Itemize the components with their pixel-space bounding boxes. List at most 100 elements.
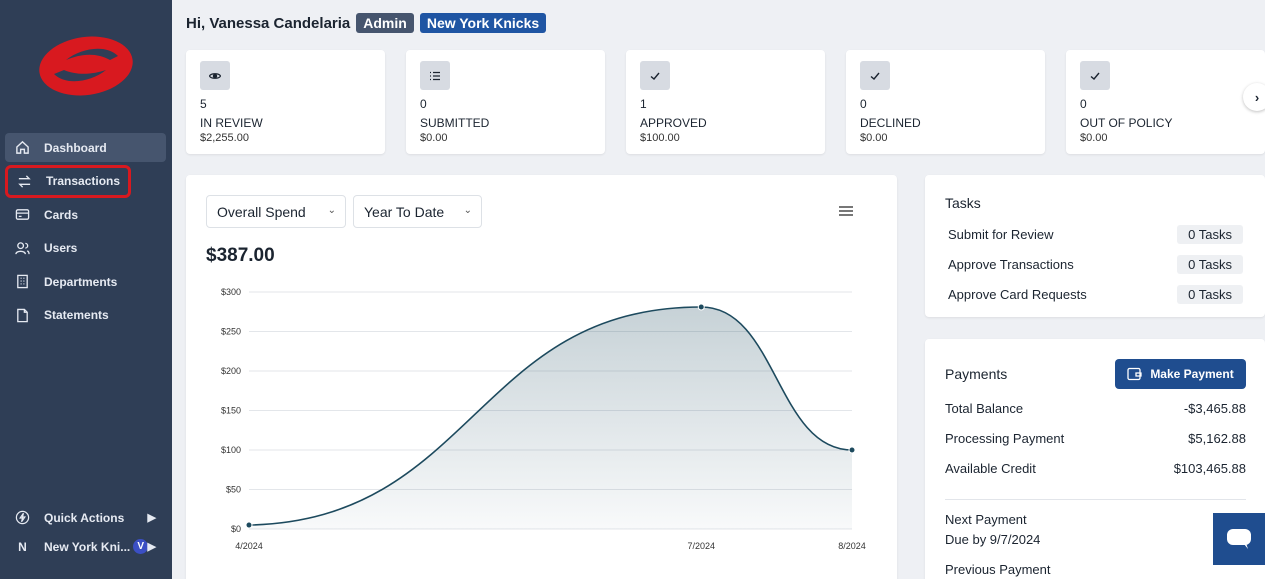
y-tick-label: $0 (231, 524, 241, 534)
tasks-title: Tasks (945, 195, 981, 211)
stat-amount: $2,255.00 (200, 132, 249, 144)
chart-data-point[interactable] (697, 303, 705, 311)
payments-divider (945, 499, 1246, 500)
chart-data-point[interactable] (848, 446, 856, 454)
sidebar: Dashboard Transactions Cards Users Depar… (0, 0, 172, 579)
payment-row: Available Credit $103,465.88 (945, 461, 1246, 476)
check-icon (860, 61, 890, 90)
stat-card-submitted[interactable]: 0 SUBMITTED $0.00 (406, 50, 605, 154)
next-payment-heading: Next Payment (945, 512, 1246, 527)
org-name: New York Kni... (44, 539, 131, 554)
chart-data-point[interactable] (245, 521, 253, 529)
chevron-down-icon: ⌄ (463, 205, 472, 216)
sidebar-item-cards[interactable]: Cards (5, 200, 166, 229)
stat-amount: $0.00 (1080, 132, 1108, 144)
stat-card-approved[interactable]: 1 APPROVED $100.00 (626, 50, 825, 154)
next-payment-due: Due by 9/7/2024 $2 (945, 532, 1246, 547)
stat-card-in-review[interactable]: 5 IN REVIEW $2,255.00 (186, 50, 385, 154)
task-row[interactable]: Approve Transactions 0 Tasks (948, 254, 1243, 274)
make-payment-button[interactable]: Make Payment (1115, 359, 1246, 389)
due-date: Due by 9/7/2024 (945, 532, 1041, 547)
task-count: 0 Tasks (1177, 254, 1243, 274)
previous-payment-label: Previous Payment (945, 562, 1051, 577)
stat-amount: $0.00 (420, 132, 448, 144)
org-switcher[interactable]: N New York Kni... V ▶ (5, 532, 166, 561)
quick-actions-label: Quick Actions (44, 510, 125, 525)
payment-row: Processing Payment $5,162.88 (945, 431, 1246, 446)
sidebar-item-label: Cards (44, 207, 79, 222)
sidebar-item-label: Users (44, 241, 78, 255)
team-badge: New York Knicks (419, 13, 547, 33)
quick-actions-menu[interactable]: Quick Actions ▶ (5, 503, 166, 532)
stat-count: 1 (640, 97, 647, 111)
sidebar-item-users[interactable]: Users (5, 234, 166, 263)
metric-select[interactable]: Overall Spend ⌄ (206, 195, 346, 228)
chart-menu-icon[interactable] (839, 206, 853, 218)
card-icon (15, 209, 30, 220)
chevron-down-icon: ⌄ (327, 205, 336, 216)
home-icon (16, 140, 29, 154)
list-icon (420, 61, 450, 90)
task-label: Approve Card Requests (948, 286, 1087, 302)
make-payment-label: Make Payment (1150, 367, 1234, 381)
payment-row: Total Balance -$3,465.88 (945, 401, 1246, 416)
payment-row-label: Processing Payment (945, 431, 1065, 446)
document-icon (17, 308, 28, 322)
sidebar-item-statements[interactable]: Statements (5, 301, 166, 330)
spend-area-chart: $0 $50 $100 $150 $200 $250 $300 4/2024 7/2024 8/… (221, 287, 866, 551)
payment-row-value: -$3,465.88 (1183, 401, 1246, 416)
y-tick-label: $200 (221, 366, 241, 376)
payment-row-label: Total Balance (945, 401, 1024, 416)
sidebar-item-departments[interactable]: Departments (5, 267, 166, 296)
sidebar-item-transactions[interactable]: Transactions (5, 164, 131, 198)
lightning-icon (15, 510, 30, 525)
chevron-right-icon: ▶ (147, 512, 156, 524)
y-tick-label: $250 (221, 327, 241, 337)
task-label: Submit for Review (948, 226, 1054, 242)
transfer-icon (18, 174, 31, 188)
sidebar-item-label: Transactions (46, 174, 121, 188)
payments-title: Payments (945, 366, 1008, 382)
org-initial: N (18, 539, 27, 554)
chart-area-fill (249, 307, 852, 529)
stat-label: OUT OF POLICY (1080, 116, 1173, 130)
chat-button[interactable] (1213, 513, 1265, 565)
check-icon (1080, 61, 1110, 90)
greeting-text: Hi, Vanessa Candelaria (186, 14, 351, 32)
role-badge: Admin (356, 13, 414, 33)
y-tick-label: $150 (221, 406, 241, 416)
org-badge: V (133, 539, 149, 554)
stat-card-declined[interactable]: 0 DECLINED $0.00 (846, 50, 1045, 154)
building-icon (17, 274, 28, 289)
task-row[interactable]: Approve Card Requests 0 Tasks (948, 284, 1243, 304)
sidebar-nav: Dashboard Transactions Cards Users Depar… (5, 133, 166, 334)
y-tick-label: $300 (221, 287, 241, 297)
payment-row-label: Available Credit (945, 461, 1036, 476)
chevron-right-icon: ▶ (147, 541, 156, 553)
payment-row-value: $5,162.88 (1188, 431, 1246, 446)
chevron-right-icon: › (1254, 89, 1260, 105)
carousel-next-button[interactable]: › (1243, 83, 1265, 111)
task-label: Approve Transactions (948, 256, 1074, 272)
stat-label: APPROVED (640, 116, 707, 130)
stat-count: 0 (860, 97, 867, 111)
period-select-value: Year To Date (364, 203, 445, 220)
stat-count: 0 (420, 97, 427, 111)
y-tick-label: $100 (221, 445, 241, 455)
stat-count: 5 (200, 97, 207, 111)
stat-card-out-of-policy[interactable]: 0 OUT OF POLICY $0.00 (1066, 50, 1265, 154)
sidebar-item-label: Statements (44, 308, 109, 322)
task-count: 0 Tasks (1177, 284, 1243, 304)
stat-amount: $100.00 (640, 132, 680, 144)
sidebar-item-label: Dashboard (44, 140, 107, 155)
sidebar-item-dashboard[interactable]: Dashboard (5, 133, 166, 162)
eye-icon (200, 61, 230, 90)
stat-amount: $0.00 (860, 132, 888, 144)
company-logo[interactable] (36, 34, 136, 98)
x-tick-label: 4/2024 (235, 541, 263, 551)
period-select[interactable]: Year To Date ⌄ (353, 195, 482, 228)
users-icon (15, 241, 30, 254)
task-row[interactable]: Submit for Review 0 Tasks (948, 224, 1243, 244)
previous-payment-heading: Previous Payment (945, 562, 1246, 577)
spend-total: $387.00 (206, 245, 275, 266)
